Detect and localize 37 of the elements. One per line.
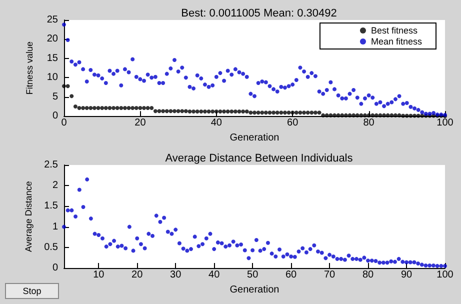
x-tick-label: 60	[287, 118, 299, 129]
x-tick-label: 30	[170, 270, 182, 280]
x-tick-label: 60	[286, 270, 298, 280]
y-tick-label: 2	[52, 180, 58, 192]
x-tick-label: 40	[210, 118, 222, 129]
x-tick-label: 80	[362, 270, 374, 280]
y-tick-label: 1	[52, 221, 58, 232]
x-tick-label: 70	[324, 270, 336, 280]
x-tick-label: 90	[400, 270, 413, 280]
y-tick-label: 25	[46, 14, 58, 26]
x-tick-label: 80	[363, 118, 375, 129]
y-tick-label: 0.5	[44, 242, 58, 253]
x-axis-title: Generation	[230, 284, 280, 296]
x-axis-title: Generation	[230, 132, 280, 144]
y-tick-label: 1.5	[44, 200, 58, 212]
y-tick-label: 15	[46, 52, 58, 64]
x-tick-label: 0	[61, 118, 68, 129]
y-axis-title: Fitness value	[24, 42, 34, 95]
y-tick-label: 20	[46, 34, 58, 45]
text: Stop	[5, 283, 59, 299]
x-tick-label: 10	[93, 270, 105, 280]
x-tick-label: 100	[436, 118, 454, 129]
x-tick-label: 20	[134, 118, 146, 129]
x-tick-label: 100	[436, 270, 454, 280]
y-axis-title: Average Distance	[24, 181, 34, 252]
x-tick-label: 50	[247, 270, 259, 280]
legend-label: Mean fitness	[370, 36, 422, 46]
y-tick-label: 10	[46, 72, 58, 84]
y-tick-label: 5	[52, 91, 58, 102]
chart-title: Best: 0.0011005 Mean: 0.30492	[181, 8, 337, 20]
x-tick-label: 20	[132, 270, 144, 280]
chart-title: Average Distance Between Individuals	[165, 152, 354, 164]
y-tick-label: 2.5	[44, 160, 58, 170]
x-tick-label: 40	[208, 270, 220, 280]
legend-label: Best fitness	[370, 26, 418, 36]
y-tick-label: 0	[52, 262, 58, 274]
y-tick-label: 0	[52, 110, 58, 122]
